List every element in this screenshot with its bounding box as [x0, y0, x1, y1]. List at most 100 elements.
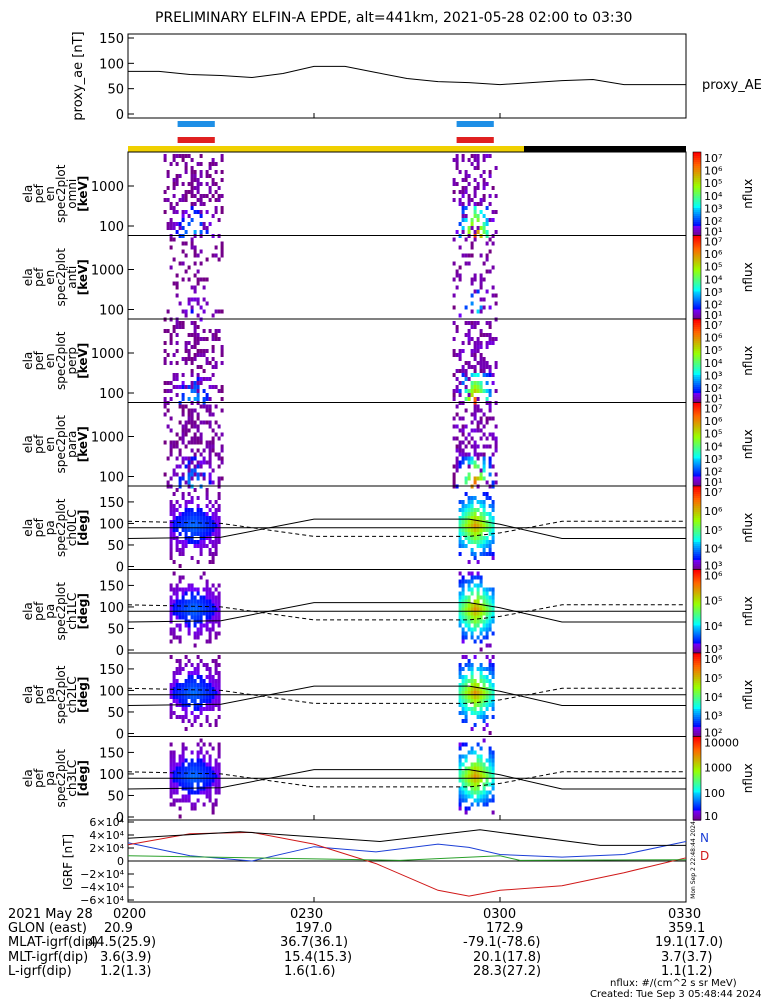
spec-cell	[190, 218, 194, 222]
colorbar-cell	[693, 343, 701, 346]
spec-cell	[172, 194, 176, 198]
spec-cell	[473, 480, 477, 485]
spec-cell	[473, 452, 477, 457]
pa-cell	[485, 591, 489, 596]
spec-cell	[190, 206, 194, 210]
pa-cell	[488, 512, 492, 516]
pa-cell	[175, 798, 179, 803]
spec-cell	[452, 321, 456, 325]
colorbar-cell	[693, 715, 701, 718]
spec-cell	[488, 194, 492, 198]
pa-cell	[488, 770, 492, 775]
pa-cell	[214, 703, 218, 707]
colorbar-cell	[693, 719, 701, 722]
pa-cell	[467, 695, 471, 699]
spec-cell	[211, 194, 215, 198]
spec-cell	[190, 241, 194, 246]
panel-ylabel-line: spec2plot	[54, 331, 68, 390]
pa-cell	[479, 675, 483, 679]
pa-cell	[464, 790, 468, 795]
pa-cell	[458, 683, 462, 687]
pa-cell	[458, 794, 462, 799]
pa-cell	[491, 599, 495, 604]
footer-value: 1.2(1.3)	[100, 963, 152, 979]
colorbar-cell	[693, 748, 701, 751]
pa-cell	[184, 794, 188, 799]
pa-cell	[476, 611, 480, 616]
spec-cell	[184, 313, 188, 318]
pa-cell	[193, 699, 197, 703]
pa-cell	[202, 603, 206, 608]
spec-cell	[214, 182, 218, 186]
spec-cell	[220, 158, 224, 162]
spec-cell	[184, 420, 188, 425]
spec-cell	[482, 468, 486, 473]
pa-cell	[473, 552, 477, 556]
pa-cell	[199, 536, 203, 540]
pa-cell	[214, 786, 218, 791]
spec-cell	[458, 444, 462, 449]
pa-cell	[196, 758, 200, 763]
colorbar-cell	[693, 764, 701, 767]
pa-cell	[190, 790, 194, 795]
pa-cell	[172, 599, 176, 604]
pa-cell	[202, 540, 206, 544]
pa-cell	[175, 778, 179, 783]
spec-cell	[491, 210, 495, 214]
spec-cell	[199, 365, 203, 369]
pa-cell	[470, 524, 474, 528]
pa-cell	[214, 528, 218, 532]
pa-cell	[467, 508, 471, 512]
spec-cell	[211, 182, 215, 186]
spec-cell	[211, 349, 215, 353]
spec-cell	[470, 337, 474, 341]
spec-cell	[488, 218, 492, 222]
spec-cell	[181, 226, 185, 230]
spec-cell	[488, 444, 492, 449]
pa-cell	[485, 691, 489, 695]
colorbar-label: nflux	[741, 763, 755, 793]
pa-cell	[485, 587, 489, 592]
pa-cell	[181, 516, 185, 520]
spec-cell	[461, 416, 465, 421]
pa-cell	[470, 607, 474, 612]
spec-cell	[458, 313, 462, 318]
pa-cell	[473, 575, 477, 580]
spec-cell	[190, 408, 194, 413]
pa-cell	[470, 675, 474, 679]
spec-cell	[175, 361, 179, 365]
pa-cell	[196, 750, 200, 755]
spec-cell	[458, 448, 462, 453]
pa-cell	[172, 774, 176, 779]
colorbar-cell	[693, 261, 701, 264]
pa-cell	[190, 691, 194, 695]
pa-cell	[482, 516, 486, 520]
pa-cell	[488, 782, 492, 787]
spec-cell	[473, 194, 477, 198]
spec-cell	[196, 440, 200, 445]
spec-cell	[464, 385, 468, 389]
pa-cell	[217, 663, 221, 667]
spec-cell	[199, 230, 203, 234]
colorbar-tick-label: 10⁷	[704, 152, 722, 165]
pa-cell	[196, 528, 200, 532]
pa-cell	[172, 524, 176, 528]
colorbar-label: nflux	[741, 179, 755, 209]
pa-cell	[178, 579, 182, 584]
pa-cell	[208, 587, 212, 592]
pa-cell	[473, 623, 477, 628]
colorbar-cell	[693, 649, 701, 652]
spec-cell	[464, 218, 468, 222]
spec-cell	[455, 273, 459, 278]
colorbar-cell	[693, 412, 701, 415]
spec-cell	[211, 357, 215, 361]
spec-cell	[470, 420, 474, 425]
spec-cell	[473, 428, 477, 433]
spec-cell	[166, 170, 170, 174]
pa-cell	[491, 675, 495, 679]
pa-cell	[488, 762, 492, 767]
pa-cell	[181, 746, 185, 751]
spec-cell	[196, 381, 200, 385]
pa-cell	[175, 540, 179, 544]
colorbar-cell	[693, 222, 701, 225]
